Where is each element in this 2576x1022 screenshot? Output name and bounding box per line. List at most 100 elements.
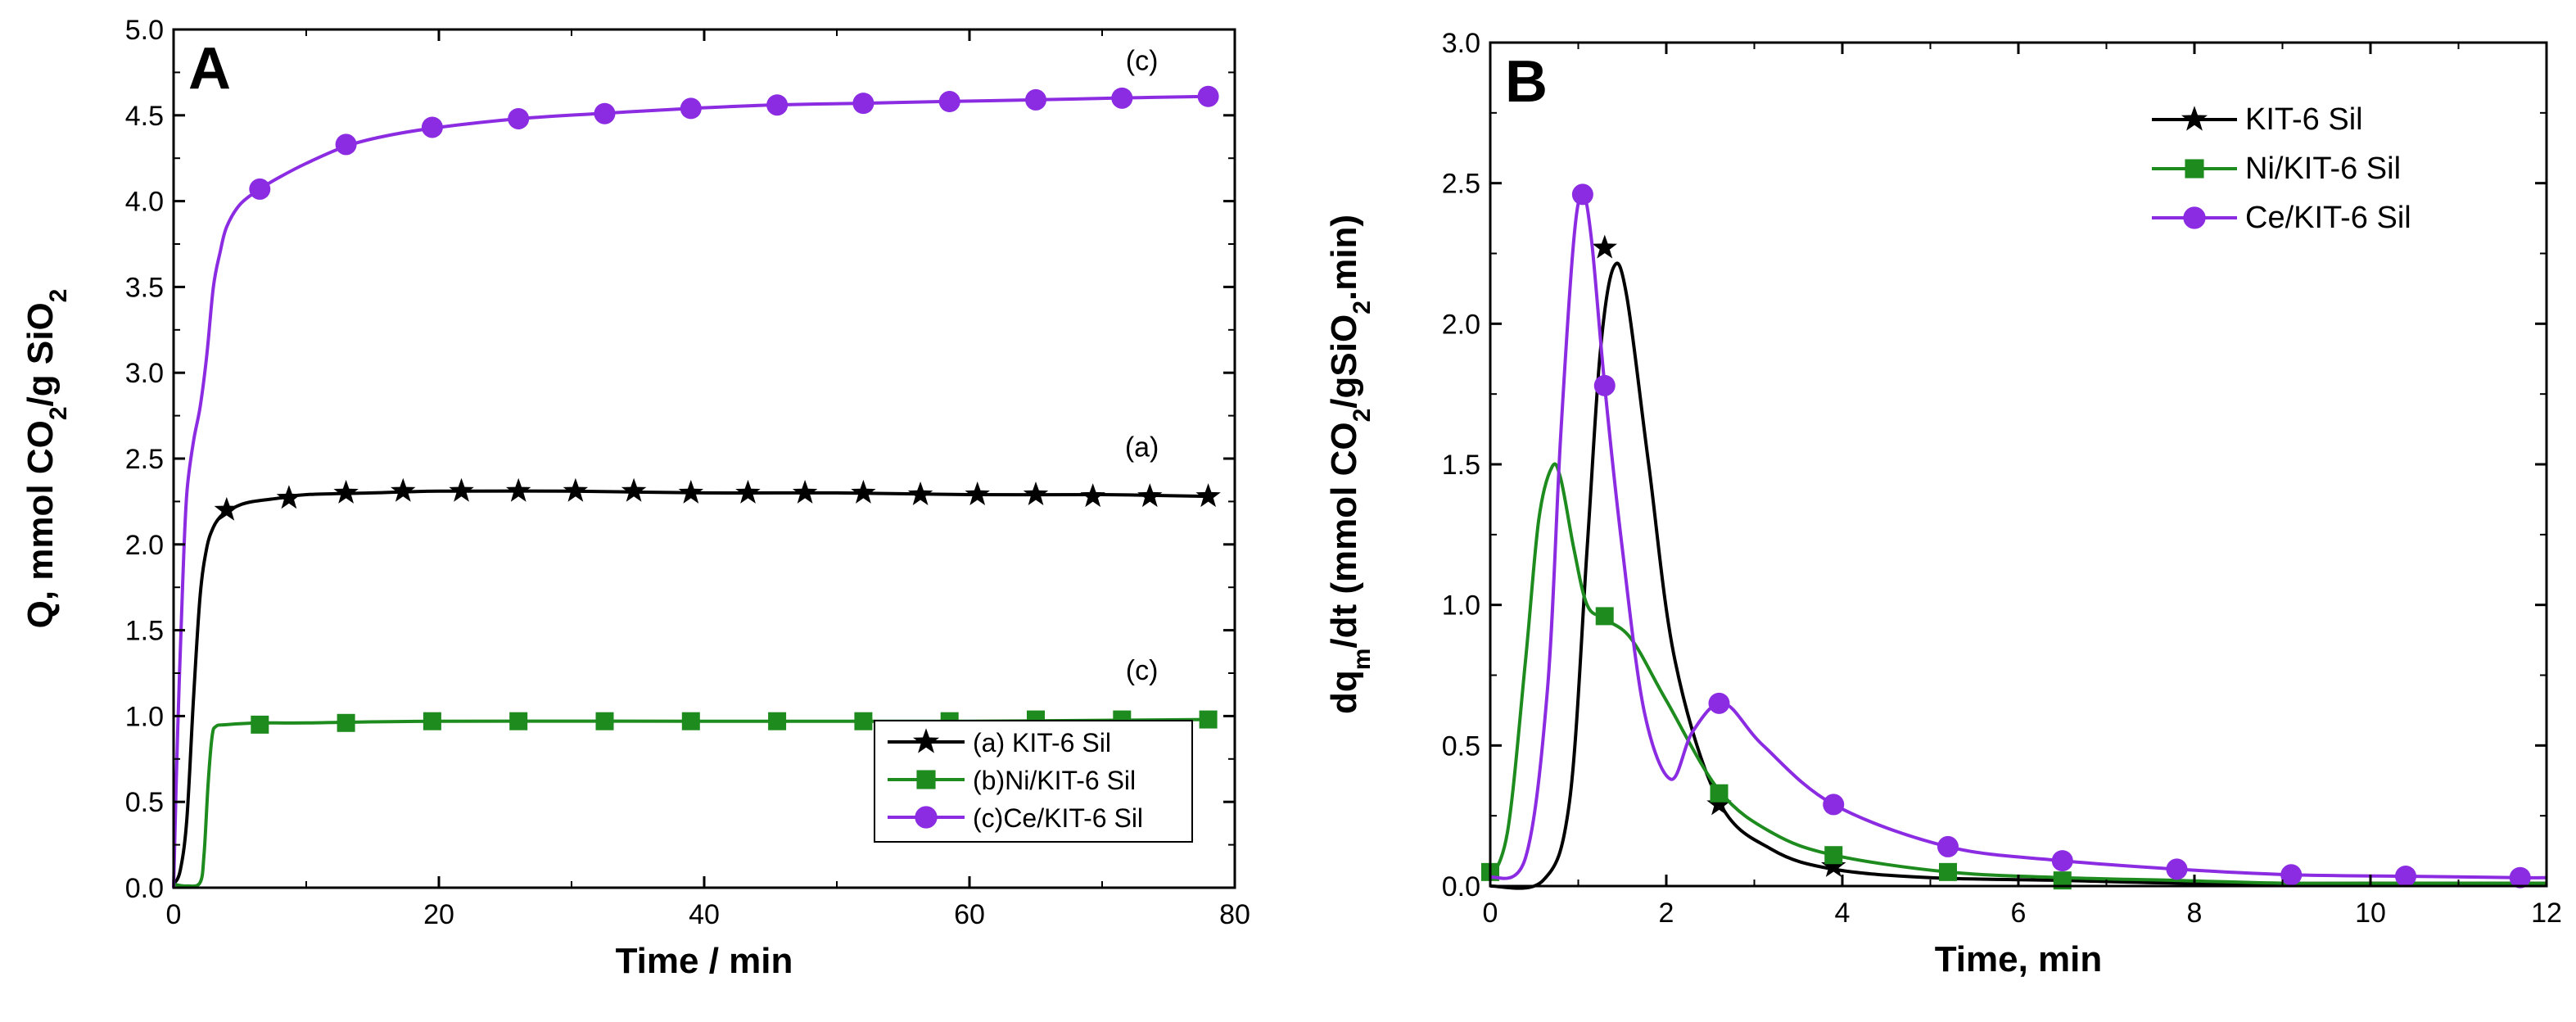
y-tick-label: 1.5	[125, 616, 164, 647]
data-point-1-10	[735, 479, 761, 504]
data-point-1-1	[1592, 234, 1617, 259]
data-point-2-8	[854, 712, 873, 730]
y-tick-label: 3.5	[125, 272, 164, 303]
data-point-3-3	[421, 116, 443, 138]
subscript: 2	[1349, 409, 1376, 423]
data-point-1-12	[851, 479, 876, 504]
data-point-3-8	[2280, 864, 2303, 886]
y-tick-label: 1.0	[125, 701, 164, 732]
series-annotation: (a)	[1125, 432, 1159, 463]
x-tick-label: 0	[166, 899, 182, 930]
panel-label: A	[188, 36, 231, 102]
data-point-2-1	[251, 715, 269, 734]
subscript: 2	[1349, 301, 1376, 314]
text-run: .min)	[1324, 215, 1364, 301]
y-tick-label: 1.0	[1442, 590, 1480, 622]
data-point-1-15	[1023, 482, 1049, 505]
x-tick-label: 6	[2011, 898, 2027, 929]
data-point-1-2	[1706, 791, 1732, 816]
x-tick-label: 60	[954, 899, 985, 930]
legend-label: (a) KIT-6 Sil	[973, 728, 1111, 757]
data-point-1-2	[276, 485, 302, 509]
data-point-3-3	[1708, 692, 1730, 714]
data-point-3-6	[680, 97, 702, 120]
subscript: m	[1349, 649, 1376, 671]
x-tick-label: 12	[2531, 898, 2562, 929]
data-point-1-6	[506, 477, 531, 502]
y-tick-label: 0.0	[1442, 871, 1480, 902]
data-point-3-5	[594, 102, 616, 124]
text-run: /gSiO	[1324, 314, 1364, 409]
panel-b: 0 2 4 6 8 10 12 0.0 0.5 1.0 1.5 2.0 2.5 3.0 Time, min d…	[1324, 28, 2562, 979]
data-point-2-5	[595, 712, 614, 730]
legend-label: Ce/KIT-6 Sil	[2245, 201, 2411, 235]
data-point-2-7	[768, 712, 787, 730]
data-point-3-4	[508, 107, 530, 129]
data-point-1-16	[1080, 483, 1105, 508]
x-axis-title: Time, min	[1935, 939, 2103, 979]
data-point-3-9	[938, 91, 960, 113]
data-point-1-18	[1195, 483, 1221, 508]
data-point-2-5	[1939, 862, 1957, 881]
legend-marker	[916, 770, 936, 789]
legend-label: Ni/KIT-6 Sil	[2245, 151, 2401, 186]
data-point-1-8	[621, 477, 647, 502]
data-point-2-3	[1710, 784, 1729, 803]
legend-label: KIT-6 Sil	[2245, 102, 2363, 137]
x-axis-title: Time / min	[616, 941, 793, 981]
y-tick-label: 0.0	[125, 873, 164, 904]
series-line-3	[1489, 192, 2547, 880]
text-run: dq	[1324, 670, 1364, 714]
y-tick-label: 4.0	[125, 187, 164, 218]
x-tick-label: 20	[423, 899, 454, 930]
y-tick-label: 5.0	[125, 15, 164, 46]
data-point-2-6	[681, 712, 700, 730]
data-point-1-1	[214, 496, 239, 521]
data-point-2-2	[1595, 607, 1614, 626]
data-point-3-10	[2509, 866, 2531, 889]
x-tick-label: 2	[1659, 898, 1674, 929]
text-run: /g SiO	[20, 302, 61, 406]
data-point-1-14	[965, 482, 990, 505]
data-point-3-9	[2395, 865, 2416, 887]
data-point-1-7	[563, 477, 589, 502]
data-point-2-4	[1824, 846, 1843, 865]
data-point-1-13	[907, 482, 933, 505]
subscript: 2	[45, 289, 72, 303]
legend-label: (b)Ni/KIT-6 Sil	[973, 766, 1136, 795]
data-point-2-2	[337, 713, 355, 732]
text-run: Q, mmol CO	[20, 420, 61, 628]
legend-label: (c)Ce/KIT-6 Sil	[973, 803, 1143, 833]
y-axis-title: Q, mmol CO2/g SiO2	[20, 289, 72, 629]
data-point-1-5	[449, 477, 474, 502]
data-point-3-1	[249, 178, 271, 200]
x-tick-label: 40	[689, 899, 720, 930]
data-point-3-6	[2051, 850, 2073, 872]
x-tick-label: 8	[2187, 898, 2203, 929]
legend: (a) KIT-6 Sil (b)Ni/KIT-6 Sil (c)Ce/KIT-6 …	[874, 720, 1193, 843]
data-point-3-12	[1197, 85, 1219, 107]
data-point-1-4	[391, 477, 416, 502]
subscript: 2	[45, 406, 72, 420]
data-point-2-3	[423, 712, 441, 730]
y-tick-label: 2.0	[1442, 309, 1480, 340]
data-point-3-5	[1937, 835, 1959, 857]
data-point-1-3	[333, 479, 359, 504]
data-point-3-7	[2166, 858, 2188, 880]
series-line-2	[1489, 462, 2547, 885]
legend-marker	[913, 728, 939, 753]
x-tick-label: 4	[1835, 898, 1851, 929]
data-point-3-1	[1571, 183, 1593, 206]
data-point-2-12	[1199, 710, 1218, 729]
legend-marker	[915, 806, 938, 829]
text-run: /dt (mmol CO	[1324, 422, 1364, 648]
data-point-1-3	[1821, 853, 1846, 877]
panel-label: B	[1505, 49, 1548, 115]
series-line-1	[1489, 261, 2547, 890]
legend: KIT-6 Sil Ni/KIT-6 Sil Ce/KIT-6 Sil	[2152, 102, 2411, 235]
data-point-3-11	[1111, 87, 1133, 109]
data-point-3-10	[1025, 88, 1046, 111]
y-axis-title: dqm/dt (mmol CO2/gSiO2.min)	[1324, 215, 1376, 714]
y-tick-label: 0.5	[1442, 730, 1480, 762]
